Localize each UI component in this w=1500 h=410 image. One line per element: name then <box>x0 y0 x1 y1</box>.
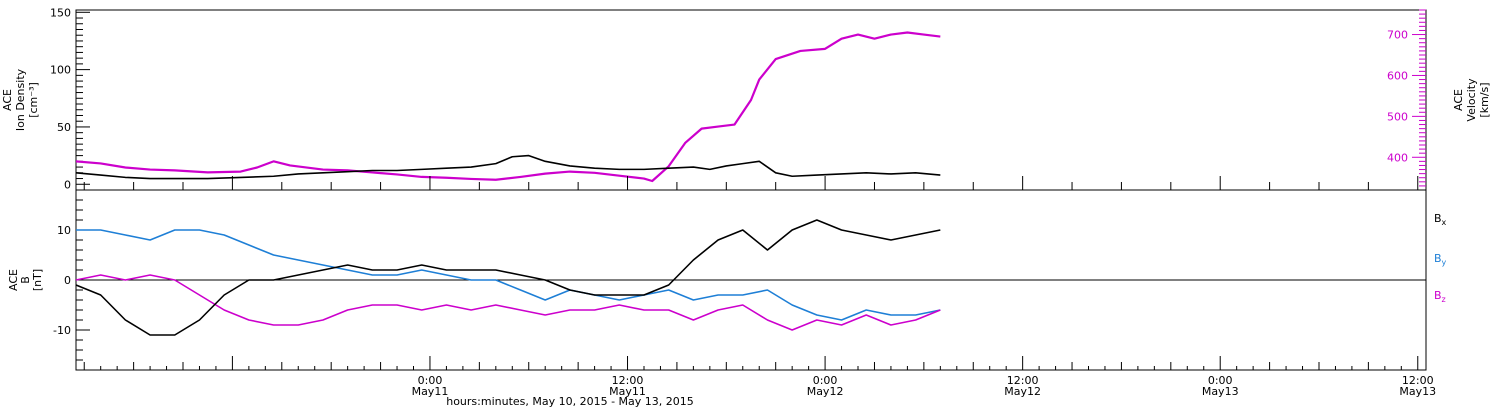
by-legend-base: B <box>1434 252 1442 265</box>
bx-legend: Bx <box>1434 212 1447 227</box>
magnetic-field-panel: -10 0 10 ACE B [nT] Bx By Bz <box>7 189 1447 371</box>
bz-legend: Bz <box>1434 289 1446 304</box>
x-tick-day-label: May13 <box>1399 385 1436 398</box>
by-legend-sub: y <box>1442 258 1447 267</box>
panel1-ytick-label: 150 <box>50 6 71 19</box>
panel1-right-ytick-label: 500 <box>1387 110 1408 123</box>
panel2-ytick-label: -10 <box>53 324 71 337</box>
bz-legend-sub: z <box>1442 295 1446 304</box>
x-tick-time-label: 0:00 <box>418 374 443 387</box>
panel2-ytick-label: 0 <box>64 274 71 287</box>
x-axis-title: hours:minutes, May 10, 2015 - May 13, 20… <box>446 395 694 408</box>
x-tick-time-label: 12:00 <box>1007 374 1039 387</box>
bx-legend-sub: x <box>1442 218 1447 227</box>
panel1-ytick-label: 0 <box>64 178 71 191</box>
x-tick-day-label: May13 <box>1202 385 1239 398</box>
panel2-ytick-label: 10 <box>57 224 71 237</box>
panel1-right-ticks: 400 500 600 700 <box>1387 9 1426 187</box>
x-tick-time-label: 12:00 <box>1402 374 1434 387</box>
ion-density-line <box>75 154 941 180</box>
ion-density-velocity-panel: 0 50 100 150 400 500 600 700 ACE Ion Density [… <box>1 6 1491 191</box>
x-tick-day-label: May12 <box>1004 385 1041 398</box>
panel2-ticks: -10 0 10 <box>53 189 90 371</box>
panel2-ylabel-line1: ACE <box>7 269 20 291</box>
panel1-data <box>75 31 941 183</box>
x-tick-time-label: 0:00 <box>813 374 838 387</box>
panel1-ticks: 0 50 100 150 <box>50 6 90 191</box>
panel1-right-ytick-label: 600 <box>1387 69 1408 82</box>
velocity-line <box>75 31 941 183</box>
x-tick-time-label: 12:00 <box>612 374 644 387</box>
panel1-ylabel-line1: ACE <box>1 89 14 111</box>
x-tick-day-label: May12 <box>807 385 844 398</box>
bz-line <box>75 274 941 331</box>
x-tick-time-label: 0:00 <box>1208 374 1233 387</box>
bx-line <box>75 219 941 336</box>
panel1-right-ylabel-line2: Velocity <box>1465 78 1478 122</box>
panel1-ylabel-line3: [cm⁻³] <box>27 82 40 118</box>
panel1-right-ytick-label: 400 <box>1387 151 1408 164</box>
panel1-right-ylabel-line1: ACE <box>1452 89 1465 111</box>
panel1-right-ylabel-line3: [km/s] <box>1478 82 1491 117</box>
bx-legend-base: B <box>1434 212 1442 225</box>
x-tick-day-label: May11 <box>609 385 646 398</box>
panel1-ytick-label: 50 <box>57 121 71 134</box>
panel2-ylabel-line3: [nT] <box>31 269 44 291</box>
panel2-ylabel-line2: B <box>19 276 32 284</box>
x-tick-day-label: May11 <box>412 385 449 398</box>
panel2-data <box>75 219 941 336</box>
panel1-right-ytick-label: 700 <box>1387 29 1408 42</box>
panel1-ylabel-line2: Ion Density <box>14 68 27 131</box>
time-axis: 0:00May1112:00May110:00May1212:00May120:… <box>83 176 1436 398</box>
bz-legend-base: B <box>1434 289 1442 302</box>
panel1-ytick-label: 100 <box>50 64 71 77</box>
by-legend: By <box>1434 252 1447 267</box>
by-line <box>76 229 941 321</box>
